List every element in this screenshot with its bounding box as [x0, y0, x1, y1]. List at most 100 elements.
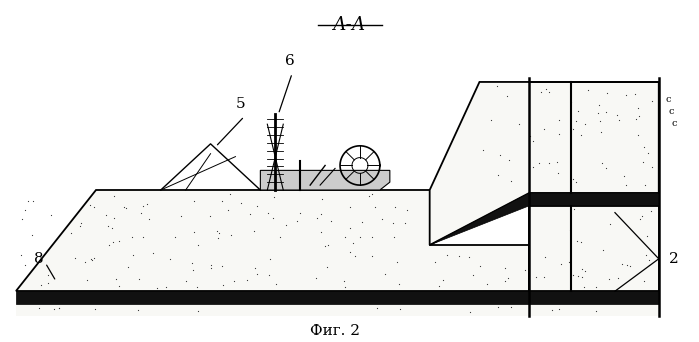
Point: [500, 265, 511, 271]
Point: [108, 239, 119, 244]
Point: [577, 267, 588, 272]
Point: [565, 99, 577, 104]
Point: [143, 216, 154, 221]
Point: [315, 229, 326, 234]
Point: [291, 218, 303, 224]
Point: [107, 225, 118, 231]
Point: [175, 213, 187, 219]
Point: [317, 197, 328, 202]
Point: [345, 205, 356, 210]
Point: [553, 170, 564, 175]
Point: [294, 211, 305, 216]
Point: [147, 250, 159, 255]
Point: [151, 285, 162, 290]
Point: [554, 306, 565, 312]
Point: [89, 204, 100, 210]
Point: [103, 242, 115, 248]
Point: [433, 284, 445, 289]
Point: [376, 216, 387, 222]
Point: [347, 240, 359, 246]
Point: [464, 310, 475, 315]
Polygon shape: [529, 291, 658, 304]
Text: c: c: [669, 107, 675, 116]
Point: [132, 307, 143, 313]
Point: [600, 110, 612, 115]
Text: Фиг. 2: Фиг. 2: [310, 324, 360, 338]
Point: [624, 264, 635, 269]
Point: [602, 90, 613, 95]
Point: [647, 165, 658, 170]
Point: [635, 216, 646, 222]
Point: [612, 112, 623, 118]
Point: [165, 256, 176, 262]
Point: [590, 284, 601, 290]
Point: [119, 204, 130, 209]
Point: [477, 148, 488, 153]
Point: [134, 276, 145, 281]
Point: [312, 215, 323, 221]
Point: [595, 118, 606, 123]
Point: [180, 278, 192, 284]
Point: [213, 231, 224, 236]
Point: [366, 253, 377, 259]
Point: [265, 256, 276, 262]
Point: [137, 203, 148, 209]
Point: [638, 144, 649, 150]
Point: [344, 249, 355, 254]
Point: [281, 222, 292, 228]
Point: [603, 276, 614, 281]
Point: [640, 253, 651, 258]
Point: [85, 256, 96, 261]
Point: [206, 265, 217, 271]
Point: [34, 305, 45, 311]
Point: [212, 235, 224, 240]
Point: [633, 105, 644, 111]
Point: [87, 258, 98, 263]
Point: [644, 257, 655, 262]
Point: [363, 193, 375, 198]
Point: [242, 278, 253, 283]
Point: [630, 116, 642, 121]
Point: [217, 198, 228, 203]
Point: [513, 122, 524, 127]
Point: [399, 220, 410, 226]
Point: [271, 281, 282, 287]
Point: [136, 210, 147, 215]
Point: [485, 117, 496, 122]
Point: [629, 91, 640, 97]
Point: [350, 253, 361, 259]
Point: [161, 284, 172, 290]
Point: [592, 110, 603, 116]
Point: [354, 234, 365, 239]
Point: [600, 165, 612, 170]
Point: [268, 194, 280, 199]
Point: [463, 255, 475, 260]
Point: [323, 243, 334, 248]
Point: [20, 207, 31, 213]
Polygon shape: [430, 82, 658, 245]
Point: [108, 194, 120, 199]
Point: [264, 272, 275, 278]
Point: [188, 267, 199, 272]
Point: [552, 159, 563, 165]
Point: [338, 279, 350, 284]
Text: 8: 8: [34, 252, 44, 266]
Point: [638, 278, 649, 284]
Point: [437, 278, 448, 283]
Point: [621, 182, 632, 187]
Point: [568, 177, 579, 182]
Polygon shape: [529, 206, 658, 291]
Point: [380, 272, 391, 277]
Point: [576, 239, 587, 245]
Point: [141, 201, 152, 207]
Point: [275, 235, 286, 240]
Point: [394, 307, 405, 312]
Point: [643, 150, 654, 156]
Point: [572, 108, 584, 113]
Point: [89, 255, 100, 261]
Point: [544, 160, 555, 166]
Point: [48, 306, 59, 311]
Point: [538, 127, 549, 132]
Point: [641, 233, 652, 239]
Point: [644, 262, 655, 268]
